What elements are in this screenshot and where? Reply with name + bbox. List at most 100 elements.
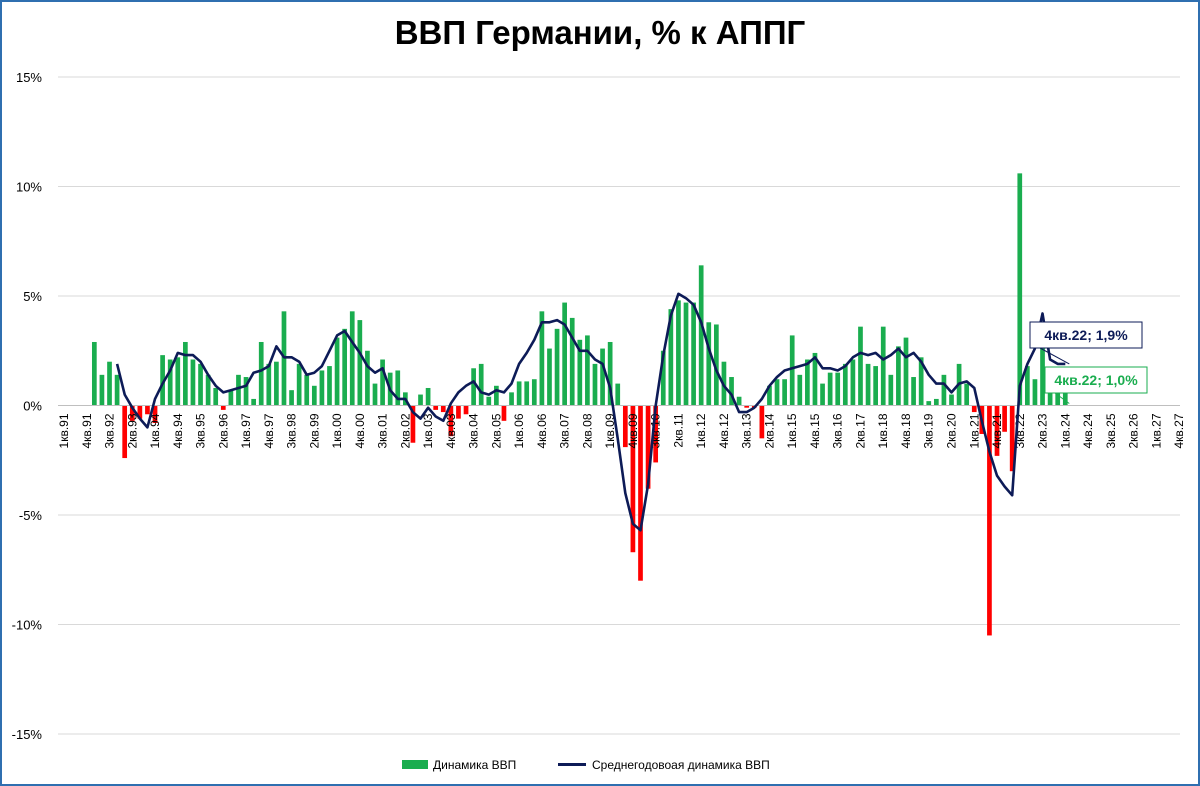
bar — [478, 363, 484, 406]
bar — [448, 405, 454, 437]
bar — [516, 381, 522, 406]
bar — [645, 405, 651, 489]
legend: Динамика ВВП Среднегодовоая динамика ВВП — [402, 758, 770, 772]
x-tick-label: 2кв.99 — [307, 413, 321, 448]
x-tick-label: 3кв.04 — [467, 413, 481, 448]
x-tick-label: 1кв.09 — [603, 413, 617, 448]
bar — [691, 302, 696, 406]
bar — [903, 337, 909, 406]
bar — [585, 335, 590, 406]
bar — [114, 374, 120, 406]
x-tick-label: 3кв.25 — [1104, 413, 1118, 448]
bar — [850, 359, 856, 406]
bar — [987, 405, 992, 636]
bar — [562, 302, 567, 406]
bar — [463, 405, 469, 415]
average-line-series — [115, 292, 1066, 532]
bar — [524, 381, 530, 406]
legend-label-line: Среднегодовоая динамика ВВП — [592, 758, 770, 772]
bar — [319, 370, 325, 406]
bar — [729, 377, 734, 406]
x-tick-label: 4кв.27 — [1172, 413, 1186, 448]
bar — [569, 317, 575, 406]
x-tick-label: 4кв.18 — [899, 413, 913, 448]
x-tick-label: 4кв.91 — [80, 413, 94, 448]
bar — [630, 405, 636, 553]
x-tick-label: 3кв.19 — [922, 413, 936, 448]
annotation-box — [1029, 321, 1143, 349]
x-tick-label: 4кв.15 — [808, 413, 822, 448]
y-tick-label: 15% — [16, 70, 42, 85]
bar — [782, 379, 787, 406]
bar — [896, 346, 901, 406]
x-tick-label: 3кв.13 — [740, 413, 754, 448]
bar — [911, 377, 916, 406]
bar — [152, 405, 158, 424]
bar — [797, 374, 803, 406]
x-tick-label: 4кв.12 — [717, 413, 731, 448]
bar — [547, 348, 552, 406]
x-tick-label: 4кв.06 — [535, 413, 549, 448]
x-tick-label: 1кв.12 — [694, 413, 708, 448]
bar — [880, 326, 886, 406]
bar — [820, 383, 825, 406]
bar — [425, 387, 431, 406]
annotation-leader — [1039, 347, 1070, 365]
bar — [372, 383, 378, 406]
bar — [805, 359, 810, 406]
bar — [1002, 405, 1007, 432]
bar — [122, 405, 128, 459]
bar — [759, 405, 765, 439]
bar — [334, 337, 340, 406]
bar — [714, 324, 719, 406]
x-tick-label: 4кв.94 — [171, 413, 185, 448]
x-tick-label: 1кв.94 — [148, 413, 162, 448]
bar — [471, 368, 476, 406]
bar — [456, 405, 461, 419]
bar — [107, 361, 112, 406]
bar — [501, 405, 507, 421]
bar — [1025, 366, 1030, 406]
annotations: 4кв.22; 1,9% 4кв.22; 1,0% — [1029, 321, 1148, 404]
bar — [198, 363, 203, 406]
bar — [941, 374, 947, 406]
bar — [213, 387, 219, 406]
bar — [380, 359, 385, 406]
bar — [933, 398, 939, 406]
bar — [486, 396, 492, 406]
gridlines — [58, 76, 1180, 735]
bar — [600, 348, 605, 406]
bar — [509, 392, 514, 406]
bar — [827, 372, 833, 406]
bar — [1062, 383, 1068, 406]
bar — [858, 326, 863, 406]
x-tick-label: 2кв.23 — [1036, 413, 1050, 448]
bar — [304, 374, 310, 406]
bar — [926, 401, 932, 406]
bar — [228, 390, 234, 406]
bar — [865, 363, 871, 406]
x-tick-label: 3кв.95 — [194, 413, 208, 448]
y-tick-label: -10% — [12, 618, 43, 633]
x-tick-label: 2кв.02 — [398, 413, 412, 448]
bar — [744, 405, 750, 408]
y-axis-ticks: 15% 10% 5% 0% -5% -10% -15% — [12, 70, 43, 742]
bar — [410, 405, 416, 443]
bar — [736, 396, 742, 406]
annotation-box — [1044, 366, 1148, 394]
x-tick-label: 1кв.18 — [876, 413, 890, 448]
bar — [274, 361, 279, 406]
x-tick-label: 1кв.06 — [512, 413, 526, 448]
bar — [1032, 379, 1038, 406]
bar — [137, 405, 143, 419]
bar — [418, 394, 423, 406]
x-tick-label: 2кв.05 — [489, 413, 503, 448]
bar — [357, 320, 363, 406]
bar — [99, 374, 105, 406]
bar — [888, 374, 894, 406]
bar — [554, 328, 560, 406]
x-tick-label: 3кв.07 — [558, 413, 572, 448]
bar — [311, 385, 317, 406]
bar — [327, 366, 332, 406]
